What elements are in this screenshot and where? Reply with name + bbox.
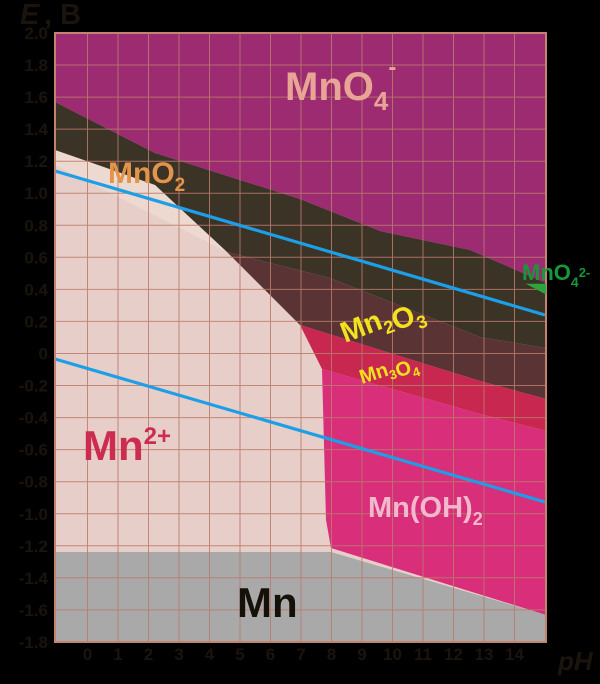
svg-text:12: 12 <box>444 645 463 664</box>
svg-text:0.2: 0.2 <box>24 312 48 331</box>
svg-text:-0.4: -0.4 <box>19 409 49 428</box>
svg-text:0: 0 <box>83 645 92 664</box>
svg-text:2.0: 2.0 <box>24 24 48 43</box>
svg-text:1: 1 <box>113 645 122 664</box>
svg-text:Mn(OH)2: Mn(OH)2 <box>368 492 483 529</box>
svg-text:pH: pH <box>557 646 594 676</box>
svg-text:-0.2: -0.2 <box>19 377 48 396</box>
svg-text:1.2: 1.2 <box>24 152 48 171</box>
svg-text:8: 8 <box>327 645 336 664</box>
svg-text:-1.6: -1.6 <box>19 601 48 620</box>
svg-text:3: 3 <box>174 645 183 664</box>
svg-text:6: 6 <box>266 645 275 664</box>
svg-text:7: 7 <box>296 645 305 664</box>
svg-text:-1.2: -1.2 <box>19 537 48 556</box>
svg-text:13: 13 <box>475 645 494 664</box>
svg-text:1.6: 1.6 <box>24 88 48 107</box>
svg-text:0: 0 <box>39 345 48 364</box>
svg-text:Mn: Mn <box>237 579 298 626</box>
svg-text:14: 14 <box>505 645 524 664</box>
svg-text:5: 5 <box>235 645 244 664</box>
svg-text:-1.0: -1.0 <box>19 505 48 524</box>
svg-text:1.0: 1.0 <box>24 184 48 203</box>
svg-text:0.6: 0.6 <box>24 248 48 267</box>
svg-text:-0.8: -0.8 <box>19 473 48 492</box>
svg-text:10: 10 <box>383 645 402 664</box>
svg-text:1.4: 1.4 <box>24 120 48 139</box>
svg-text:-1.4: -1.4 <box>19 569 49 588</box>
svg-text:1.8: 1.8 <box>24 56 48 75</box>
svg-text:11: 11 <box>414 645 432 664</box>
svg-text:0.8: 0.8 <box>24 216 48 235</box>
svg-text:2: 2 <box>144 645 153 664</box>
svg-text:9: 9 <box>357 645 366 664</box>
svg-text:-1.8: -1.8 <box>19 633 48 652</box>
svg-text:4: 4 <box>205 645 215 664</box>
svg-text:, B: , B <box>44 0 81 31</box>
svg-text:0.4: 0.4 <box>24 280 48 299</box>
svg-text:-0.6: -0.6 <box>19 441 48 460</box>
